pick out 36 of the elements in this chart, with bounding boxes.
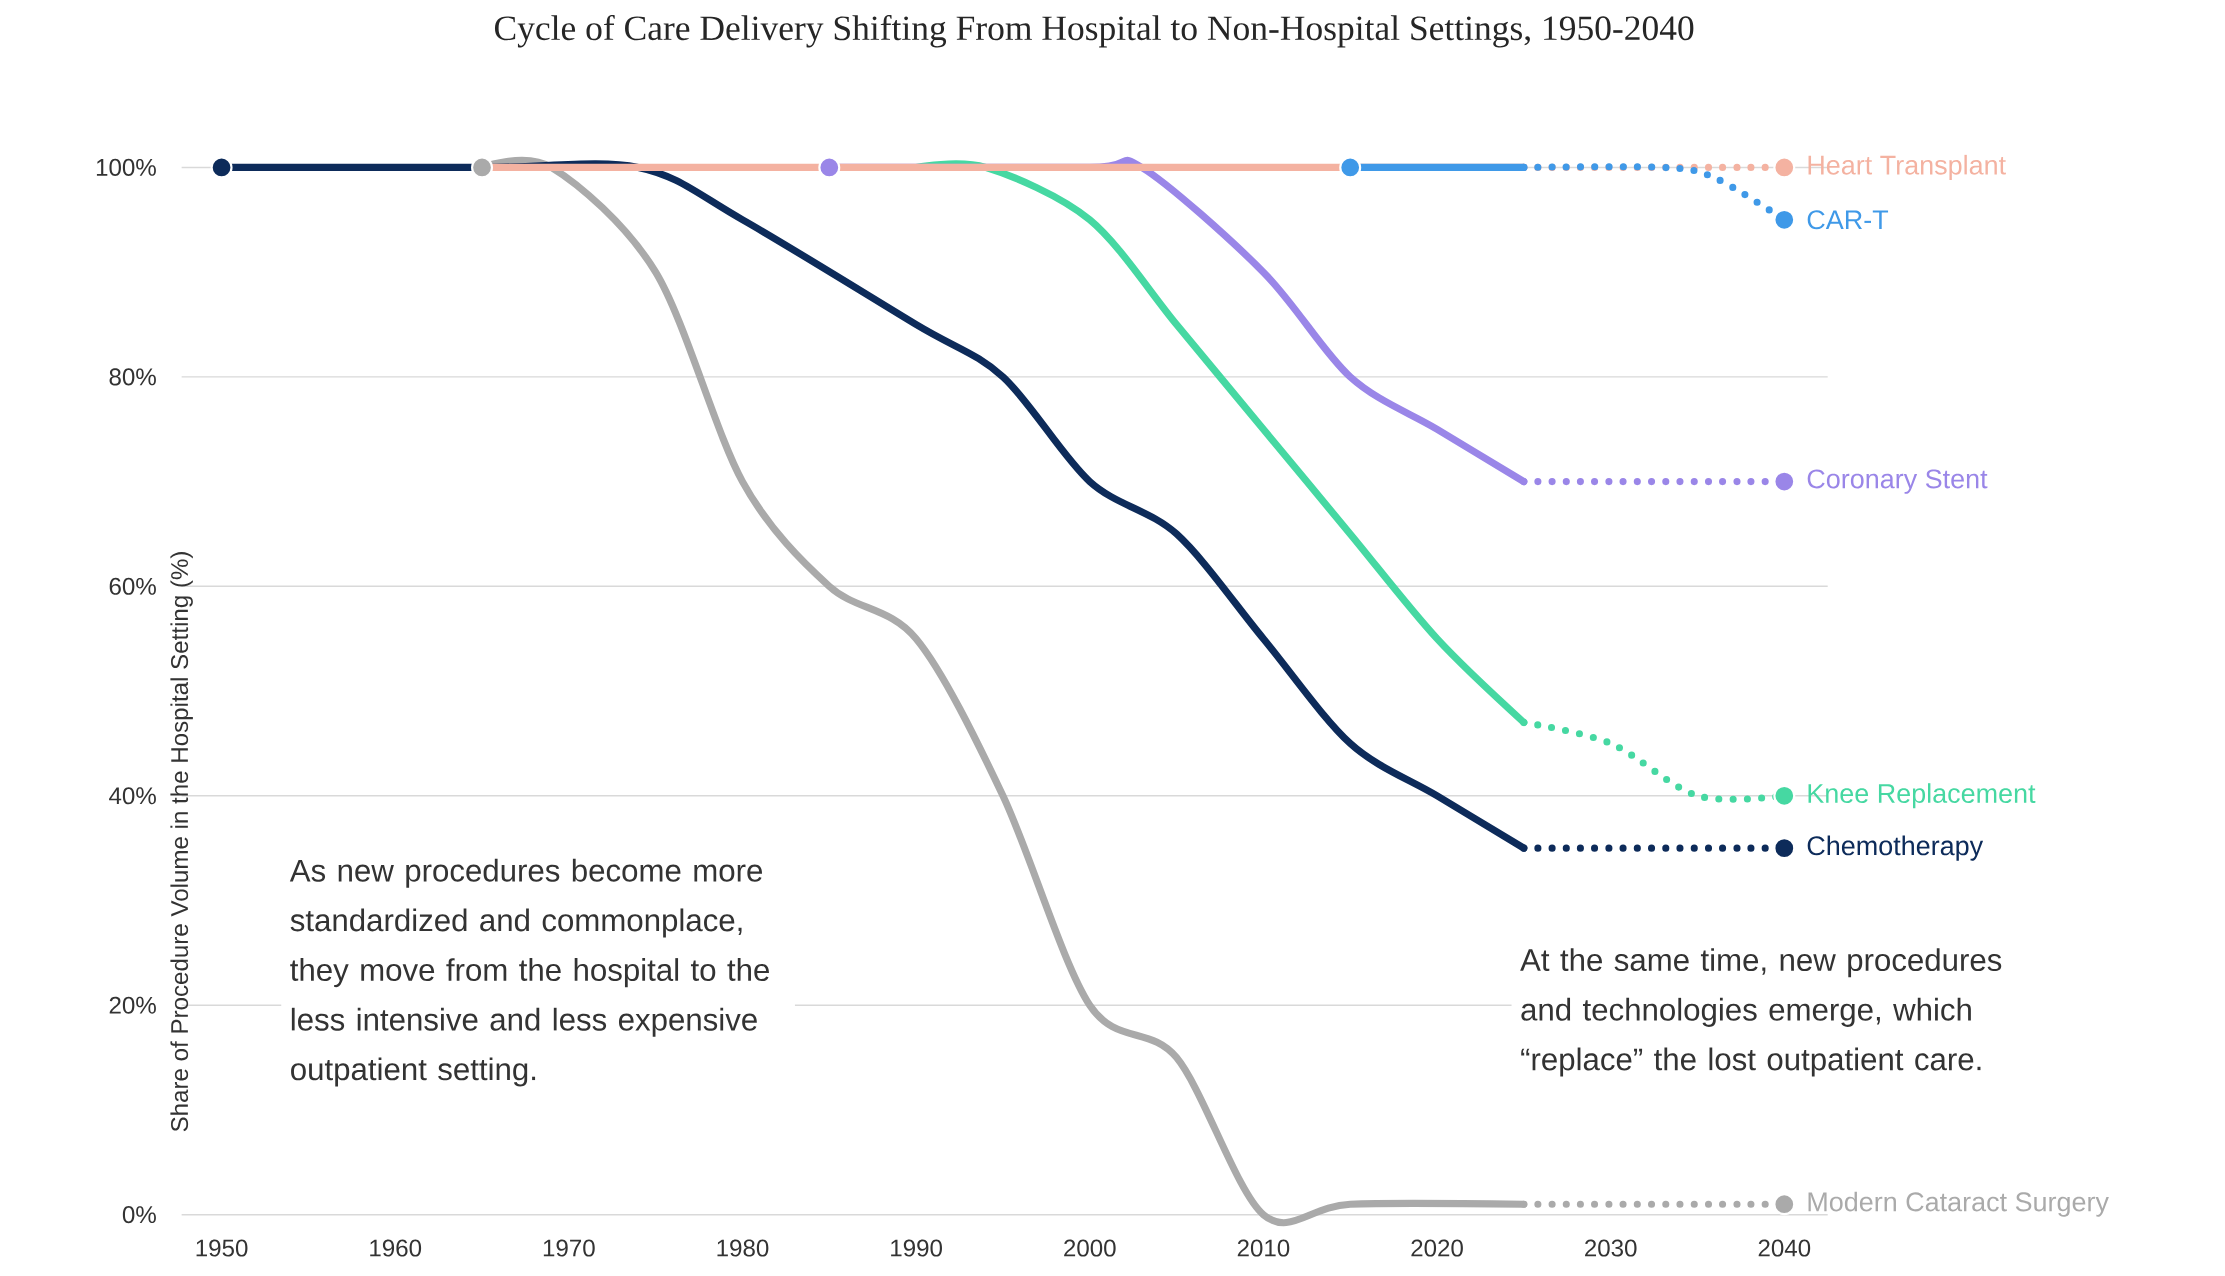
x-tick-label: 1980 [717,1239,769,1257]
y-tick-label: 0% [122,1206,156,1224]
point [471,156,494,179]
y-tick-label: 60% [109,577,156,596]
y-tick-label: 100% [96,159,156,177]
y-tick-label: 40% [109,787,156,805]
point [1773,1193,1796,1216]
x-tick-label: 1950 [196,1239,248,1257]
y-axis-title: Share of Procedure Volume in the Hospital Setting (%) [170,552,193,1132]
x-tick-label: 1970 [543,1239,595,1257]
point [1773,470,1796,493]
x-tick-label: 1990 [891,1239,942,1257]
point [1773,784,1796,807]
x-tick-label: 2020 [1411,1239,1463,1257]
annotation: At the same time, new procedures and technologies emerge, which “replace” the lost outpatient care. [1520,948,2002,1077]
x-tick-label: 2000 [1064,1239,1116,1257]
point [1339,156,1362,179]
y-tick-label: 20% [109,996,156,1014]
series-label: Heart Transplant [1808,155,2006,181]
point [210,156,233,179]
x-tick-label: 1960 [370,1239,422,1257]
x-tick-label: 2030 [1585,1239,1637,1257]
y-tick-label: 80% [109,368,156,386]
point [1773,156,1796,179]
x-tick-label: 2040 [1758,1239,1811,1257]
chart-title: Cycle of Care Delivery Shifting From Hospital to Non-Hospital Settings, 1950-2040 [494,15,1694,48]
series-label: Modern Cataract Surgery [1808,1191,2109,1217]
series-label: Chemotherapy [1807,835,1984,861]
annotation: As new procedures become more standardized and commonplace, they move from the hospital to the less intensive and less expensive outpatient setting. [289,858,769,1087]
point [818,156,841,179]
series-label: Coronary Stent [1807,469,1988,494]
series-label: CAR-T [1807,210,1889,230]
series-label: Knee Replacement [1808,783,2036,809]
point [1773,837,1796,860]
x-tick-label: 2010 [1237,1239,1290,1257]
point [1773,208,1796,231]
